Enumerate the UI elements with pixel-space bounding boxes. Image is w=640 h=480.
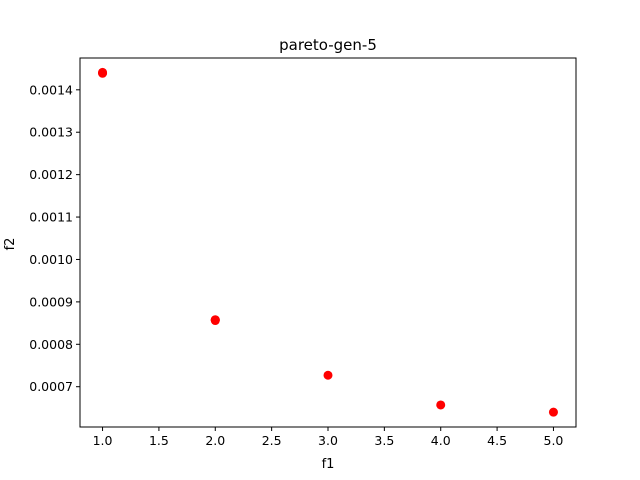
y-tick-label: 0.0008 (29, 337, 73, 352)
plot-frame (79, 57, 577, 428)
y-tick-label: 0.0007 (29, 379, 73, 394)
x-tick-label: 3.0 (318, 433, 338, 448)
y-tick-label: 0.0012 (29, 167, 73, 182)
x-tick-label: 3.5 (374, 433, 394, 448)
x-tick-label: 5.0 (544, 433, 564, 448)
y-tick-label: 0.0010 (29, 252, 73, 267)
data-point (436, 400, 446, 410)
x-tick-label: 4.0 (431, 433, 451, 448)
chart-title: pareto-gen-5 (279, 36, 377, 54)
data-point (210, 316, 220, 326)
y-tick-label: 0.0011 (29, 210, 73, 225)
x-tick-label: 1.5 (149, 433, 169, 448)
x-axis-label: f1 (322, 457, 335, 472)
y-tick-label: 0.0009 (29, 294, 73, 309)
x-tick-label: 2.5 (262, 433, 282, 448)
x-tick-label: 4.5 (487, 433, 507, 448)
x-tick-label: 2.0 (205, 433, 225, 448)
data-points (98, 67, 558, 417)
y-axis-label: f2 (3, 238, 18, 251)
data-point (548, 407, 558, 417)
y-tick-label: 0.0013 (29, 125, 73, 140)
y-axis: 0.0007 0.0008 0.0009 0.0010 0.0011 0.0012 0.00… (29, 82, 80, 394)
data-point (323, 370, 333, 380)
x-tick-label: 1.0 (93, 433, 113, 448)
x-axis: 1.0 1.5 2.0 2.5 3.0 3.5 4.0 4.5 5.0 (93, 427, 564, 448)
y-tick-label: 0.0014 (29, 82, 73, 97)
data-point (98, 68, 108, 78)
